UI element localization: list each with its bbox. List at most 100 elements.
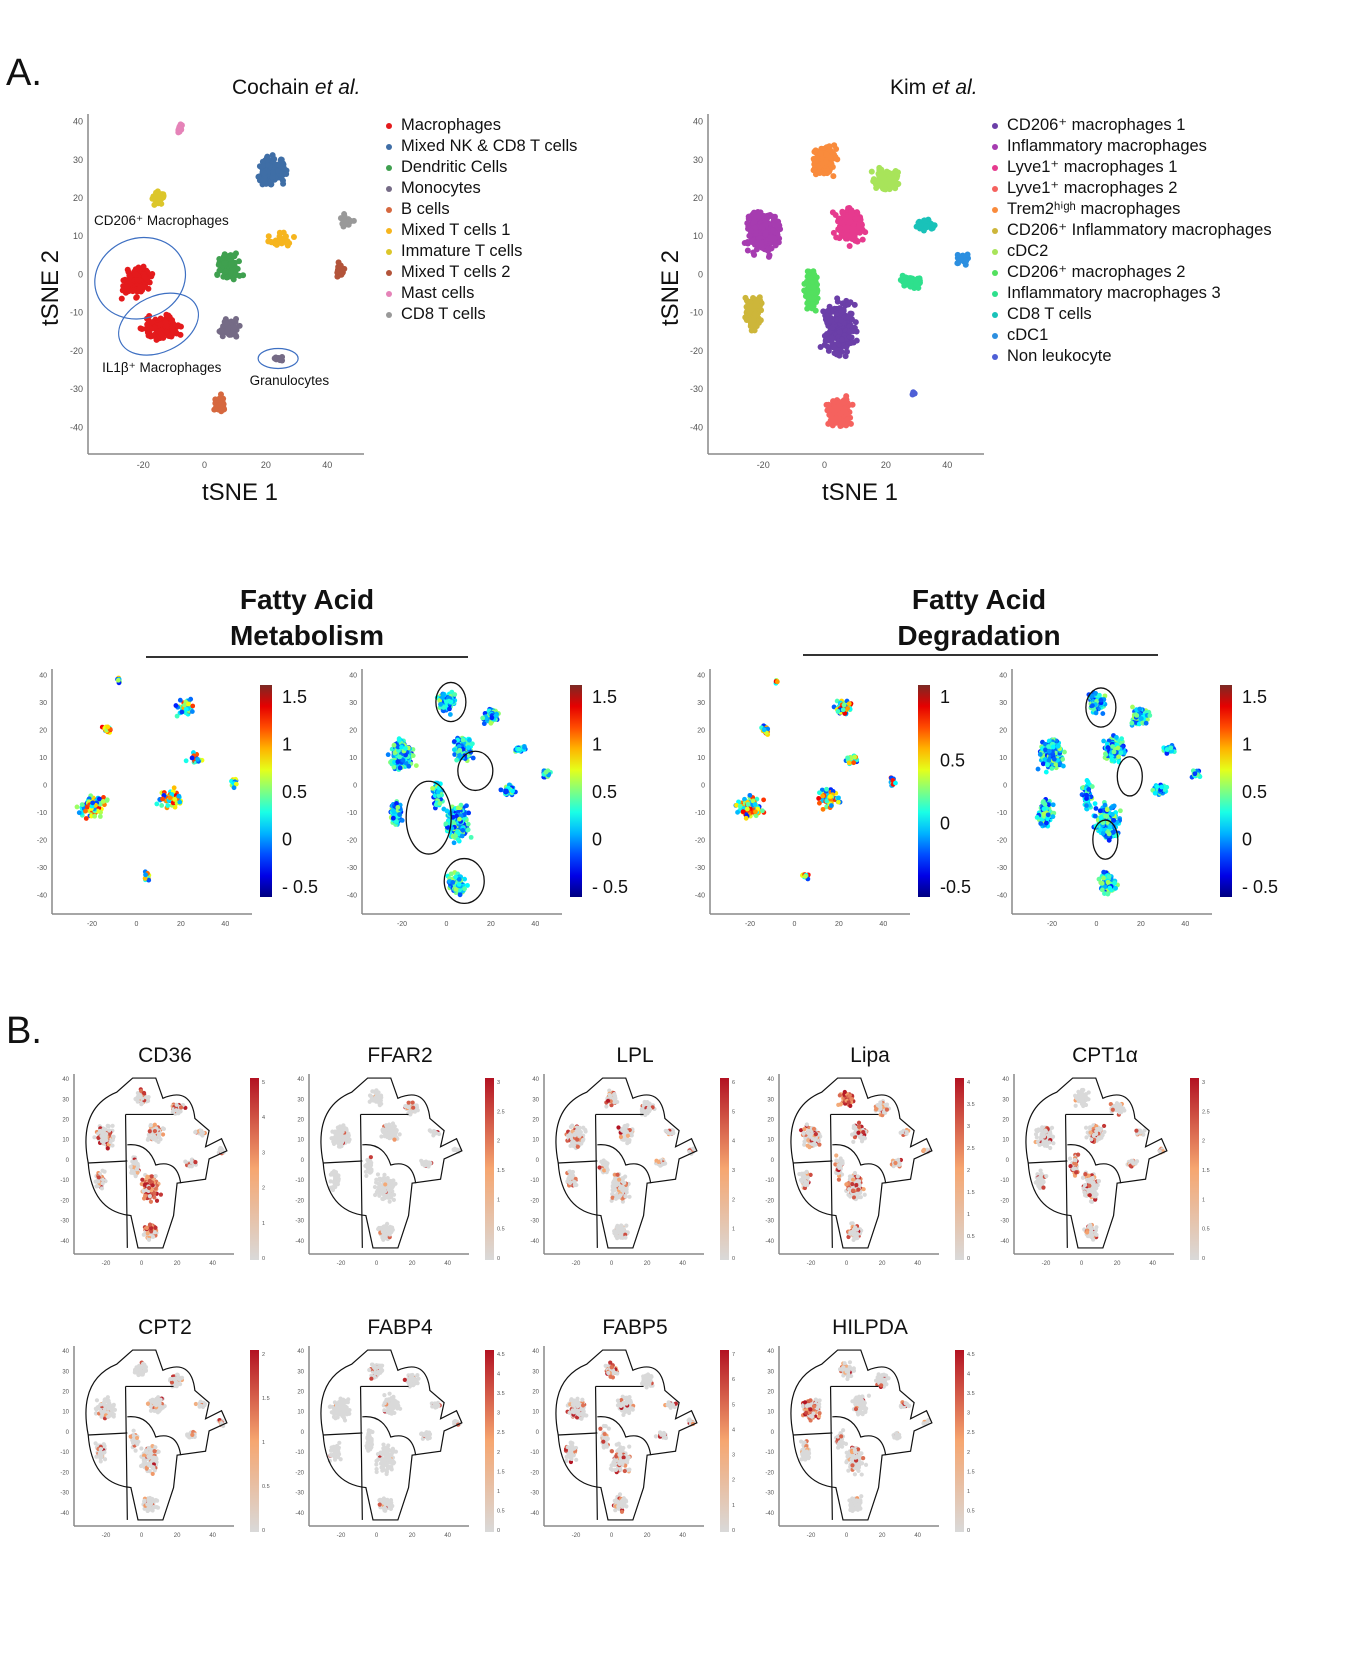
scatter-point — [457, 892, 463, 898]
scatter-point — [455, 829, 460, 835]
legend-label: cDC1 — [1007, 326, 1049, 344]
scatter-point — [740, 809, 746, 815]
x-tick-label: 40 — [879, 921, 887, 928]
scatter-point — [459, 833, 465, 839]
scatter-point — [177, 799, 183, 805]
scatter-point — [744, 239, 751, 246]
scatter-point — [1102, 693, 1108, 699]
y-tick-label: -20 — [70, 346, 83, 356]
y-tick-label: 20 — [697, 728, 705, 735]
scatter-point — [176, 793, 182, 799]
scatter-point — [1108, 805, 1114, 811]
scatter-point — [385, 752, 391, 758]
scatter-point — [278, 240, 285, 247]
scatter-point — [810, 167, 817, 174]
y-tick-label: 30 — [693, 155, 703, 165]
scatter-point — [830, 173, 837, 180]
legend-item: Mast cells — [386, 283, 577, 304]
scatter-point — [433, 802, 439, 808]
scatter-point — [831, 344, 838, 351]
scatter-point — [522, 744, 527, 750]
scatter-point — [812, 307, 819, 314]
scatter-point — [1093, 710, 1099, 716]
scatter-point — [162, 319, 169, 326]
legend-label: CD206⁺ macrophages 1 — [1007, 116, 1186, 134]
scatter-point — [836, 328, 843, 335]
scatter-point — [775, 221, 782, 228]
scatter-point — [742, 796, 747, 802]
scatter-point — [824, 786, 829, 792]
scatter-point — [340, 218, 347, 225]
scatter-point — [1109, 757, 1115, 763]
scatter-point — [742, 294, 749, 301]
scatter-point — [1106, 874, 1112, 879]
scatter-point — [762, 229, 769, 236]
scatter-point — [820, 806, 826, 812]
scatter-point — [764, 247, 771, 254]
scatter-point — [829, 803, 834, 808]
y-tick-label: 10 — [999, 755, 1007, 762]
scatter-point — [186, 701, 191, 707]
scatter-point — [745, 215, 752, 222]
scatter-point — [460, 827, 466, 833]
scatter-point — [158, 200, 165, 207]
scatter-point — [838, 317, 845, 324]
scatter-point — [1097, 808, 1103, 814]
y-tick-label: -10 — [695, 810, 705, 817]
scatter-point — [236, 322, 243, 329]
scatter-point — [137, 284, 144, 291]
scatter-point — [503, 788, 509, 794]
legend-marker — [992, 353, 998, 360]
scatter-point — [224, 328, 231, 335]
scatter-point — [737, 803, 743, 809]
scatter-point — [827, 794, 833, 799]
scatter-point — [838, 336, 845, 343]
scatter-point — [402, 746, 408, 751]
legend-item: Monocytes — [386, 178, 577, 199]
scatter-point — [849, 401, 856, 408]
scatter-point — [97, 814, 103, 819]
scatter-point — [859, 236, 866, 243]
legend-marker — [386, 122, 392, 129]
cochain-title: Cochain et al. — [232, 76, 360, 100]
legend-label: Inflammatory macrophages 3 — [1007, 284, 1221, 302]
scatter-point — [154, 801, 160, 807]
scatter-point — [811, 271, 818, 278]
scatter-point — [891, 174, 898, 181]
legend-label: Inflammatory macrophages — [1007, 137, 1207, 155]
legend-marker — [386, 290, 392, 297]
scatter-point — [878, 166, 885, 173]
scatter-point — [751, 303, 758, 310]
legend-marker — [386, 185, 392, 192]
scatter-point — [453, 887, 459, 892]
y-tick-label: -40 — [695, 893, 705, 900]
scatter-point — [274, 161, 281, 168]
scatter-point — [1106, 837, 1112, 843]
scatter-point — [1049, 766, 1055, 771]
legend-marker — [386, 248, 392, 255]
scatter-point — [834, 350, 841, 357]
scatter-point — [466, 810, 472, 816]
x-tick-label: 0 — [822, 460, 827, 470]
scatter-point — [1110, 812, 1115, 817]
scatter-point — [259, 162, 266, 169]
scatter-point — [840, 707, 846, 713]
scatter-point — [830, 229, 837, 236]
y-tick-label: 10 — [697, 755, 705, 762]
scatter-point — [1118, 750, 1124, 756]
y-tick-label: -40 — [690, 422, 703, 432]
scatter-point — [734, 802, 739, 808]
scatter-point — [466, 745, 471, 750]
scatter-point — [235, 258, 242, 265]
scatter-point — [451, 840, 457, 846]
legend-item: Lyve1⁺ macrophages 1 — [992, 157, 1272, 178]
scatter-point — [847, 218, 854, 225]
scatter-point — [269, 174, 276, 181]
scatter-point — [217, 406, 224, 413]
legend-label: CD8 T cells — [401, 305, 486, 323]
scatter-point — [167, 795, 173, 801]
scatter-point — [816, 796, 822, 801]
y-tick-label: -10 — [997, 810, 1007, 817]
scatter-point — [269, 169, 276, 176]
scatter-point — [276, 355, 283, 362]
